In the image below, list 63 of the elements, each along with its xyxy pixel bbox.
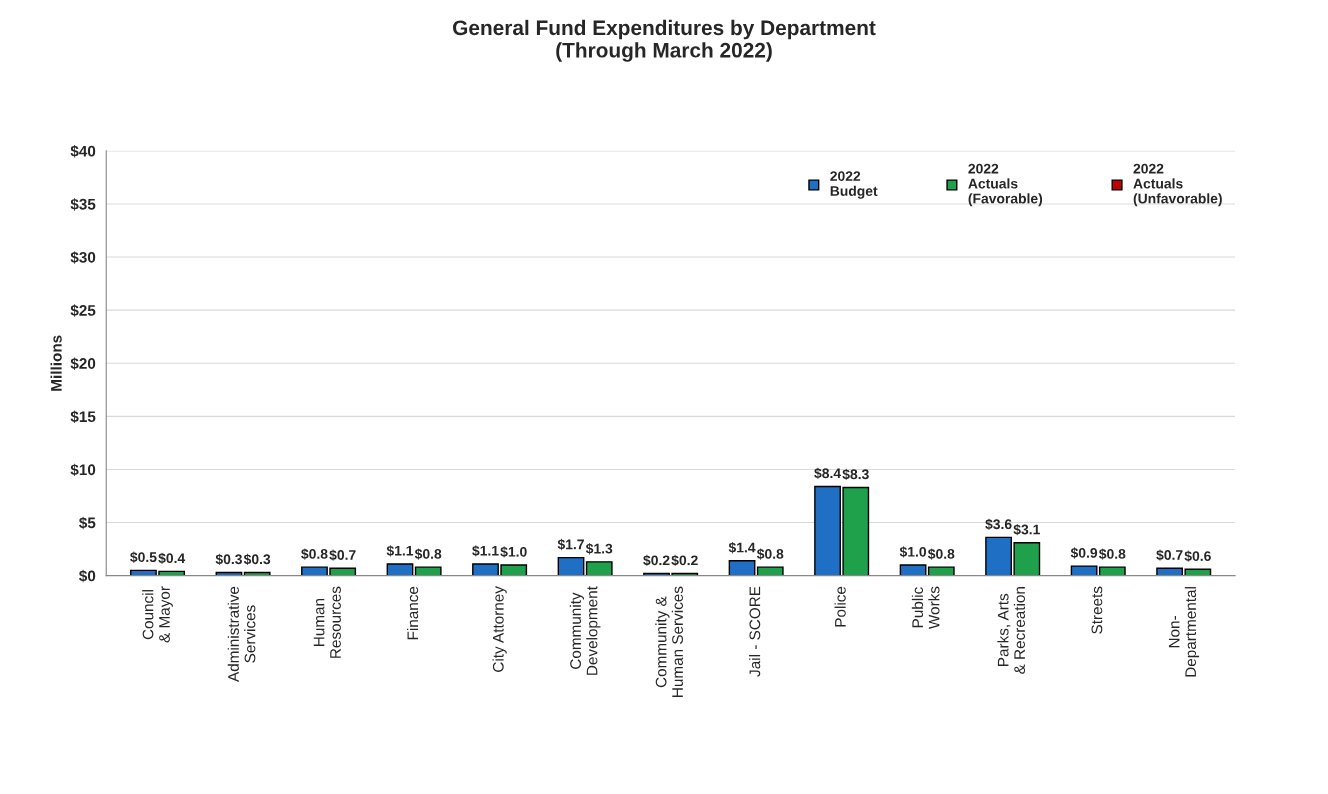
bar	[1098, 566, 1126, 576]
data-label: $0.8	[1098, 548, 1126, 560]
data-label: $0.8	[414, 548, 442, 560]
x-tick-label: City Attorney	[492, 586, 507, 672]
x-tick-label: Community Development	[569, 586, 601, 675]
bar	[899, 564, 927, 576]
x-tick-label: Jail - SCORE	[749, 586, 761, 677]
x-tick-label: Administrative Services	[227, 586, 256, 682]
chart-title: General Fund Expenditures by Department (Through March 2022)	[453, 19, 876, 62]
legend-label: 2022 Actuals (Favorable)	[968, 163, 1043, 207]
y-tick-label: $40	[70, 145, 96, 158]
data-label: $1.4	[728, 542, 756, 554]
bar	[386, 563, 414, 576]
bar	[927, 566, 955, 576]
data-label: $1.0	[500, 546, 527, 558]
y-tick-label: $20	[70, 357, 96, 370]
data-label: $0.2	[671, 554, 698, 567]
data-label: $8.4	[814, 467, 841, 480]
data-label: $0.4	[158, 552, 186, 564]
data-label: $0.3	[215, 553, 242, 566]
data-label: $1.7	[557, 538, 584, 551]
data-label: $0.8	[927, 548, 955, 560]
x-tick-label: Public Works	[911, 586, 940, 630]
data-label: $1.1	[386, 545, 414, 557]
data-label: $0.6	[1184, 550, 1211, 562]
x-tick-label: Human Resources	[313, 586, 341, 658]
x-tick-label: Community & Human Services	[655, 586, 683, 697]
x-tick-label: Streets	[1091, 586, 1103, 634]
data-label: $0.3	[243, 553, 271, 566]
legend-label: 2022 Actuals (Unfavorable)	[1133, 163, 1222, 207]
data-label: $0.8	[301, 548, 328, 560]
y-tick-label: $0	[79, 569, 96, 583]
bar	[557, 556, 585, 576]
data-label: $0.7	[1156, 549, 1183, 561]
data-label: $0.2	[643, 554, 670, 567]
y-tick-label: $25	[70, 304, 96, 317]
data-label: $1.1	[472, 545, 499, 557]
y-tick-label: $30	[70, 251, 96, 264]
y-tick-label: $15	[70, 410, 96, 424]
data-label: $0.7	[329, 549, 356, 561]
x-tick-label: Parks, Arts & Recreation	[997, 587, 1026, 674]
data-label: $0.9	[1070, 547, 1098, 559]
y-tick-label: $5	[79, 516, 96, 530]
data-label: $1.0	[899, 546, 927, 558]
x-tick-label: Finance	[406, 586, 419, 640]
y-tick-label: $10	[70, 463, 96, 477]
bar	[414, 566, 442, 576]
data-label: $1.3	[585, 543, 613, 555]
data-label: $3.1	[1013, 523, 1040, 536]
bar	[756, 566, 784, 576]
legend-label: 2022 Budget	[830, 171, 878, 199]
bar	[585, 561, 613, 576]
x-tick-label: Council & Mayor	[142, 586, 173, 643]
y-axis-title: Millions	[50, 335, 62, 391]
bar	[728, 560, 756, 576]
x-tick-label: Police	[834, 586, 846, 627]
data-label: $0.5	[130, 551, 157, 563]
bar	[1070, 565, 1098, 576]
x-tick-label: Non- Departmental	[1168, 587, 1200, 677]
data-label: $0.8	[756, 548, 784, 560]
data-label: $8.3	[842, 468, 869, 481]
data-label: $3.6	[985, 518, 1012, 531]
y-tick-label: $35	[70, 198, 96, 211]
